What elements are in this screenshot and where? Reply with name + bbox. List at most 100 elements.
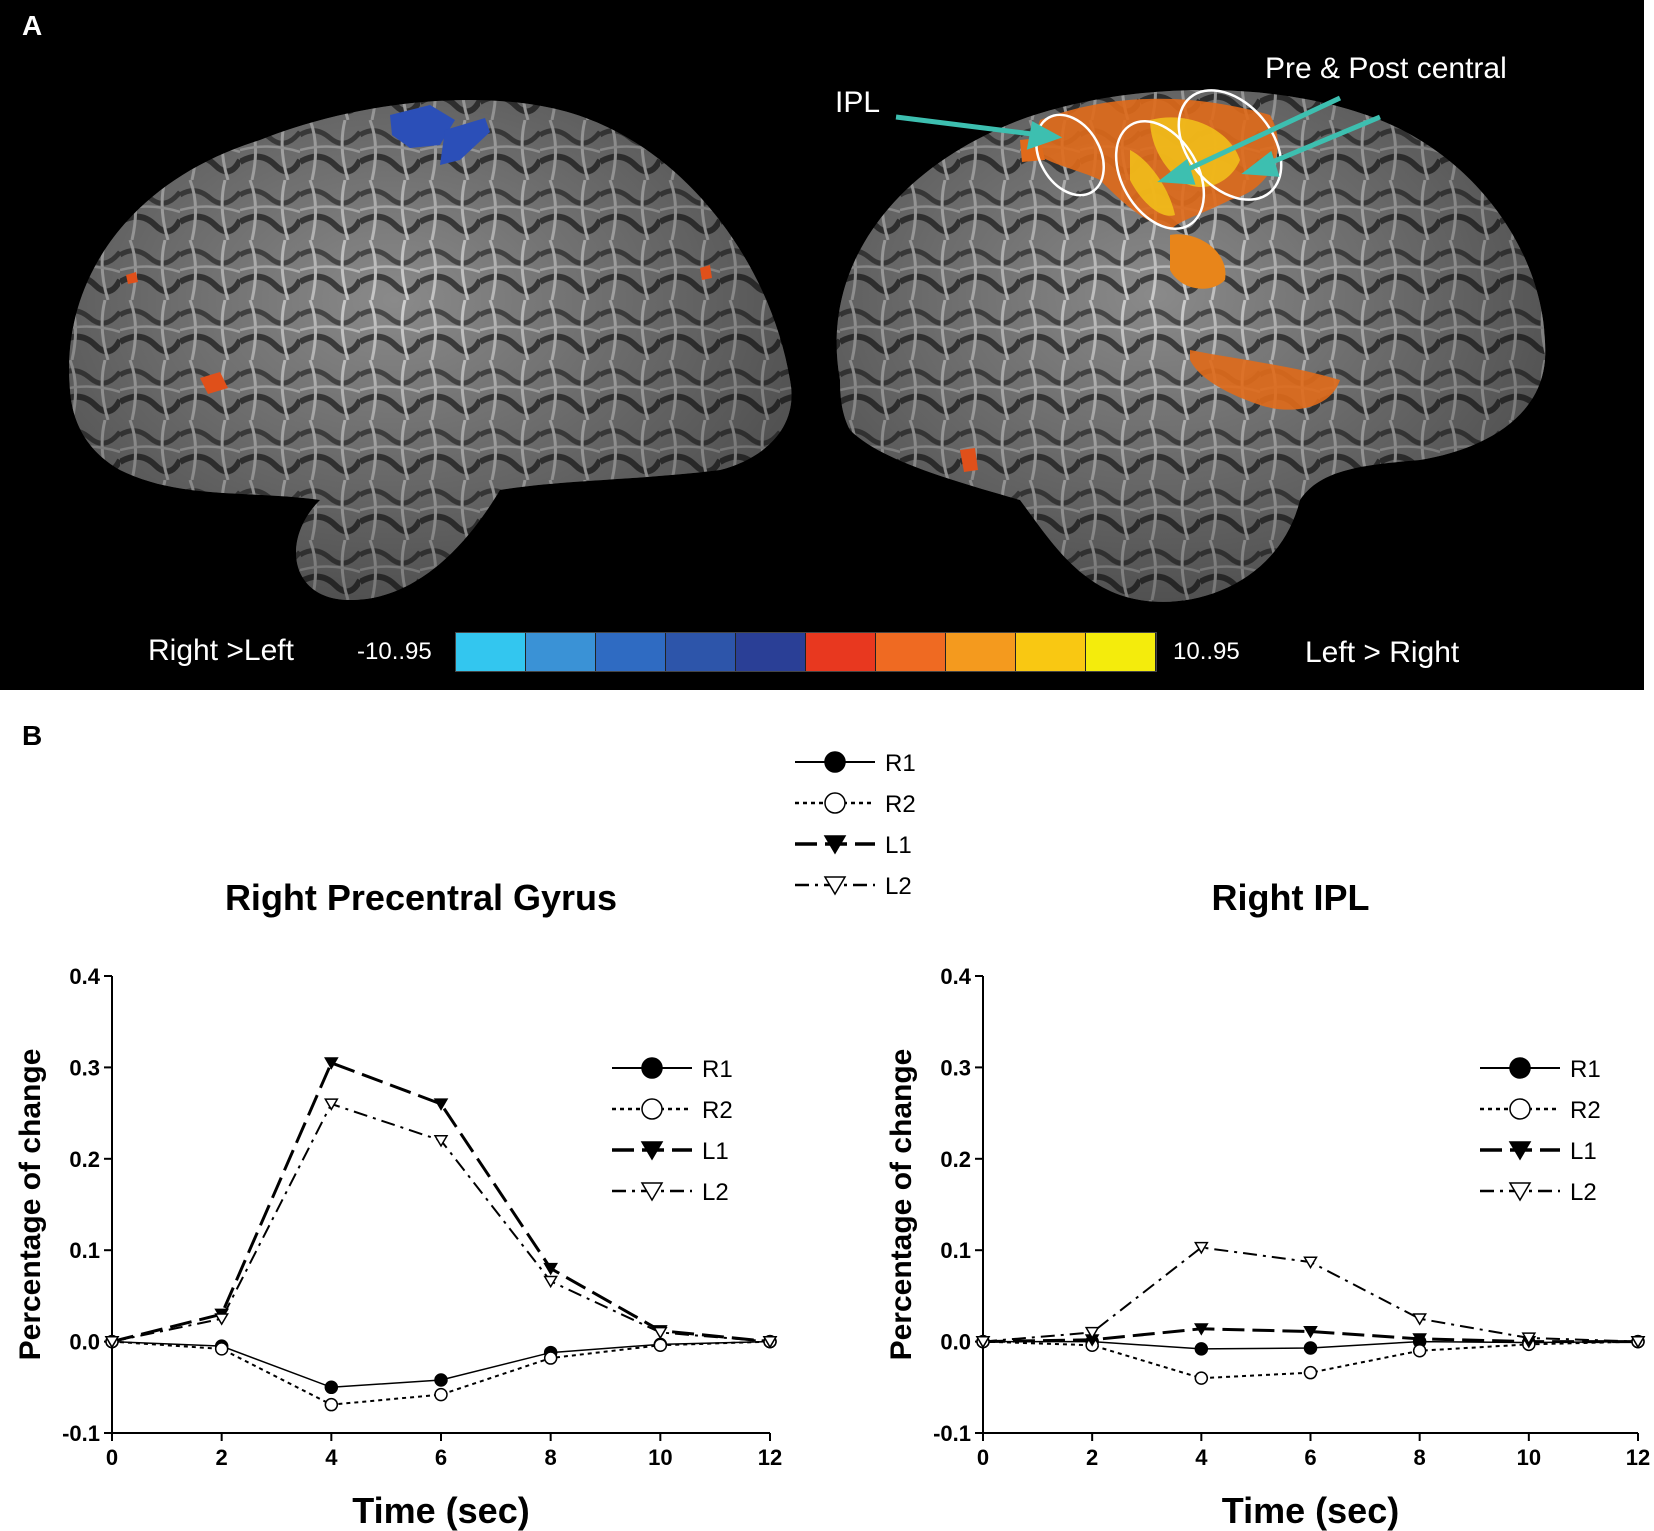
colorbar-cell: [736, 633, 806, 671]
chart-legend: R1 R2 L1 L2: [1480, 1056, 1601, 1206]
legend-marker: [641, 1098, 663, 1120]
y-tick-label: 0.1: [69, 1238, 100, 1263]
y-axis-label: Percentage of change: [885, 1049, 918, 1361]
legend-label: R1: [702, 1056, 733, 1083]
blue-activation: [440, 118, 490, 165]
chart-legend: R1 R2 L1 L2: [612, 1056, 733, 1206]
y-tick-label: 0.0: [69, 1330, 100, 1355]
legend-marker: [640, 1141, 664, 1161]
x-tick-label: 4: [1195, 1445, 1208, 1470]
x-tick-label: 8: [545, 1445, 557, 1470]
legend-label: L2: [885, 873, 912, 900]
colorbar-right-label: Left > Right: [1305, 636, 1460, 669]
data-point-L1: [1194, 1323, 1209, 1336]
legend-marker: [823, 876, 847, 896]
colorbar-cell: [876, 633, 946, 671]
brain-left: [69, 100, 792, 600]
y-tick-label: 0.4: [69, 964, 100, 989]
y-tick-label: 0.3: [940, 1055, 971, 1080]
data-point-R2: [434, 1387, 448, 1402]
legend-marker: [824, 792, 846, 814]
y-tick-label: 0.2: [940, 1147, 971, 1172]
data-point-L2: [762, 1336, 778, 1349]
legend-marker: [824, 751, 846, 773]
x-axis-label: Time (sec): [352, 1490, 529, 1531]
legend-label: L1: [702, 1138, 729, 1165]
y-axis-label: Percentage of change: [14, 1049, 47, 1361]
postcentral-roi-ellipse: [1177, 89, 1283, 201]
colorbar-left-label: Right >Left: [148, 634, 294, 667]
legend-marker: [641, 1057, 663, 1079]
data-point-L2: [1630, 1336, 1646, 1349]
data-point-R1: [434, 1373, 448, 1387]
orange-activation: [1170, 234, 1226, 289]
data-point-L1: [324, 1057, 339, 1070]
legend-marker: [823, 835, 847, 855]
data-point-R2: [214, 1342, 229, 1356]
annotation-arrows: [895, 95, 1381, 185]
legend-label: L2: [1570, 1179, 1597, 1206]
x-tick-label: 2: [1086, 1445, 1098, 1470]
legend-label: R2: [1570, 1097, 1601, 1124]
data-point-L2: [1084, 1326, 1100, 1340]
x-tick-label: 12: [758, 1445, 782, 1470]
data-point-L2: [1412, 1313, 1427, 1326]
colorbar-cell: [1016, 633, 1086, 671]
x-tick-label: 10: [648, 1445, 672, 1470]
y-tick-label: 0.1: [940, 1238, 971, 1263]
y-tick-label: 0.4: [940, 964, 971, 989]
y-tick-label: 0.0: [940, 1330, 971, 1355]
legend-marker: [1509, 1057, 1531, 1079]
orange-activation: [126, 272, 138, 284]
legend-label: L2: [702, 1179, 729, 1206]
legend-label: R1: [885, 750, 916, 777]
data-point-R2: [1303, 1365, 1318, 1380]
data-point-L2: [543, 1275, 558, 1289]
data-point-L1: [1412, 1333, 1427, 1346]
y-tick-label: -0.1: [933, 1421, 971, 1446]
colorbar-cell: [596, 633, 666, 671]
legend-label: R2: [702, 1097, 733, 1124]
legend-label: L1: [885, 832, 912, 859]
data-point-L1: [543, 1262, 558, 1276]
data-point-L2: [104, 1336, 120, 1349]
data-point-R1: [324, 1380, 339, 1395]
colorbar-cell: [806, 633, 876, 671]
chart-ipl: Right IPL -0.1 0.0 0.1 0.2 0.3 0.4 0 2 4 6 8 10 12 Tim…: [885, 877, 1650, 1531]
data-point-R2: [1194, 1371, 1209, 1385]
yellow-activation: [1130, 150, 1175, 216]
pre-post-central-annotation: Pre & Post central: [1265, 52, 1507, 85]
data-point-L2: [1194, 1241, 1209, 1255]
top-legend: R1 R2 L1 L2: [795, 750, 916, 900]
orange-activation: [700, 265, 712, 280]
data-point-R2: [1412, 1343, 1427, 1358]
data-point-L2: [653, 1326, 668, 1340]
panel-b-charts: R1 R2 L1 L2 Right Precentral Gyrus -0.1 0.0 0.1…: [14, 750, 1650, 1531]
data-point-L2: [975, 1336, 991, 1349]
colorbar-max-value: 10..95: [1173, 638, 1240, 665]
blue-activation: [390, 105, 455, 148]
ipl-roi-ellipse: [1035, 113, 1105, 197]
y-tick-label: 0.2: [69, 1147, 100, 1172]
chart-title: Right Precentral Gyrus: [225, 877, 617, 918]
data-point-R2: [653, 1338, 668, 1353]
colorbar-cell: [456, 633, 526, 671]
panel-b-letter: B: [22, 720, 43, 751]
brain-right: [836, 89, 1546, 602]
x-axis-label: Time (sec): [1222, 1490, 1399, 1531]
data-point-L2: [433, 1134, 449, 1148]
colorbar-cell: [666, 633, 736, 671]
orange-activation: [200, 372, 228, 394]
legend-marker: [1509, 1098, 1531, 1120]
legend-label: R2: [885, 791, 916, 818]
data-point-L2: [1521, 1332, 1537, 1345]
legend-label: R1: [1570, 1056, 1601, 1083]
x-tick-label: 12: [1626, 1445, 1650, 1470]
data-point-R2: [324, 1397, 339, 1412]
data-point-L1: [433, 1098, 449, 1111]
x-tick-label: 0: [977, 1445, 989, 1470]
orange-activation: [1190, 350, 1340, 410]
data-point-L1: [1303, 1325, 1318, 1339]
colorbar: [455, 632, 1157, 672]
brain-surface-renderings: [69, 89, 1546, 602]
